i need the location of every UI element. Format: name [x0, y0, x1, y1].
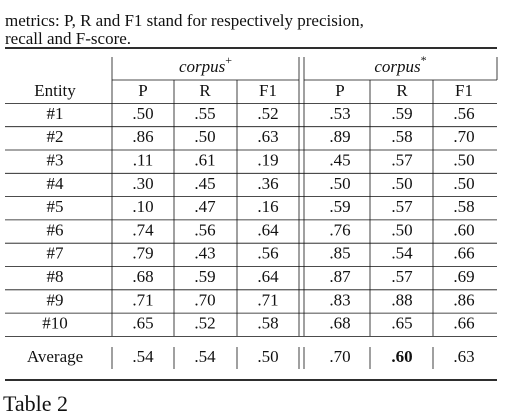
- cell: #8: [47, 267, 64, 286]
- average-cell: Average: [27, 347, 83, 366]
- group-name: corpus: [179, 57, 226, 76]
- cell: .70: [194, 290, 215, 309]
- cell: .56: [257, 244, 278, 263]
- cell: #10: [42, 314, 68, 333]
- cell: .86: [453, 290, 474, 309]
- cell: .58: [453, 197, 474, 216]
- cell: .83: [329, 290, 350, 309]
- cell: .74: [132, 220, 154, 239]
- cell: .50: [132, 104, 153, 123]
- cell: .71: [132, 290, 153, 309]
- group-sup: +: [225, 53, 232, 67]
- average-cell: .54: [132, 347, 154, 366]
- cell: #1: [47, 104, 64, 123]
- caption-line: metrics: P, R and F1 stand for respectiv…: [5, 11, 364, 30]
- cell: .56: [453, 104, 474, 123]
- cell: .11: [133, 151, 154, 170]
- cell: .61: [194, 151, 215, 170]
- cell: .69: [453, 267, 474, 286]
- cell: #3: [47, 151, 64, 170]
- cell: .85: [329, 244, 350, 263]
- cell: .68: [132, 267, 153, 286]
- group-header: corpus*: [374, 53, 426, 76]
- column-header: F1: [259, 81, 277, 100]
- group-name: corpus: [374, 57, 421, 76]
- column-header: P: [138, 81, 147, 100]
- cell: .58: [391, 127, 412, 146]
- cell: .45: [194, 174, 215, 193]
- average-cell: .63: [453, 347, 474, 366]
- column-header: R: [396, 81, 408, 100]
- cell: .58: [257, 314, 278, 333]
- cell: .53: [329, 104, 350, 123]
- cell: #2: [47, 127, 64, 146]
- cell: .50: [391, 220, 412, 239]
- cell: .50: [391, 174, 412, 193]
- cell: .52: [257, 104, 278, 123]
- cell: .50: [453, 174, 474, 193]
- cell: .59: [194, 267, 215, 286]
- column-header: P: [335, 81, 344, 100]
- cell: .68: [329, 314, 350, 333]
- cell: .64: [257, 267, 279, 286]
- cell: .19: [257, 151, 278, 170]
- column-header: Entity: [34, 81, 76, 100]
- group-header: corpus+: [179, 53, 232, 76]
- cell: .55: [194, 104, 215, 123]
- average-cell: .70: [329, 347, 350, 366]
- cell: .16: [257, 197, 278, 216]
- cell: #6: [47, 220, 64, 239]
- cell: .87: [329, 267, 351, 286]
- caption-line: recall and F-score.: [5, 29, 131, 48]
- column-header: F1: [455, 81, 473, 100]
- cell: .66: [453, 314, 474, 333]
- cell: .71: [257, 290, 278, 309]
- cell: .45: [329, 151, 350, 170]
- cell: .59: [329, 197, 350, 216]
- cell: .66: [453, 244, 474, 263]
- cell: .65: [391, 314, 412, 333]
- cell: .88: [391, 290, 412, 309]
- cell: .60: [453, 220, 474, 239]
- cell: .70: [453, 127, 474, 146]
- cell: .43: [194, 244, 215, 263]
- cell: .76: [329, 220, 350, 239]
- cell: .10: [132, 197, 153, 216]
- cell: .50: [194, 127, 215, 146]
- cell: .57: [391, 151, 413, 170]
- group-sup: *: [421, 53, 427, 67]
- cell: .64: [257, 220, 279, 239]
- cell: .56: [194, 220, 215, 239]
- cell: #5: [47, 197, 64, 216]
- cell: .57: [391, 197, 413, 216]
- cell: .47: [194, 197, 216, 216]
- column-header: R: [199, 81, 211, 100]
- cell: .52: [194, 314, 215, 333]
- cell: #4: [47, 174, 65, 193]
- cell: .50: [453, 151, 474, 170]
- average-cell: .50: [257, 347, 278, 366]
- average-cell: .60: [391, 347, 412, 366]
- cell: #7: [47, 244, 65, 263]
- cell: .79: [132, 244, 153, 263]
- cell: .59: [391, 104, 412, 123]
- cell: .36: [257, 174, 278, 193]
- cell: .54: [391, 244, 413, 263]
- cell: .86: [132, 127, 153, 146]
- cell: .89: [329, 127, 350, 146]
- cell: .50: [329, 174, 350, 193]
- cell: #9: [47, 290, 64, 309]
- footer-label: Table 2: [3, 391, 68, 414]
- cell: .65: [132, 314, 153, 333]
- cell: .57: [391, 267, 413, 286]
- average-cell: .54: [194, 347, 216, 366]
- cell: .63: [257, 127, 278, 146]
- cell: .30: [132, 174, 153, 193]
